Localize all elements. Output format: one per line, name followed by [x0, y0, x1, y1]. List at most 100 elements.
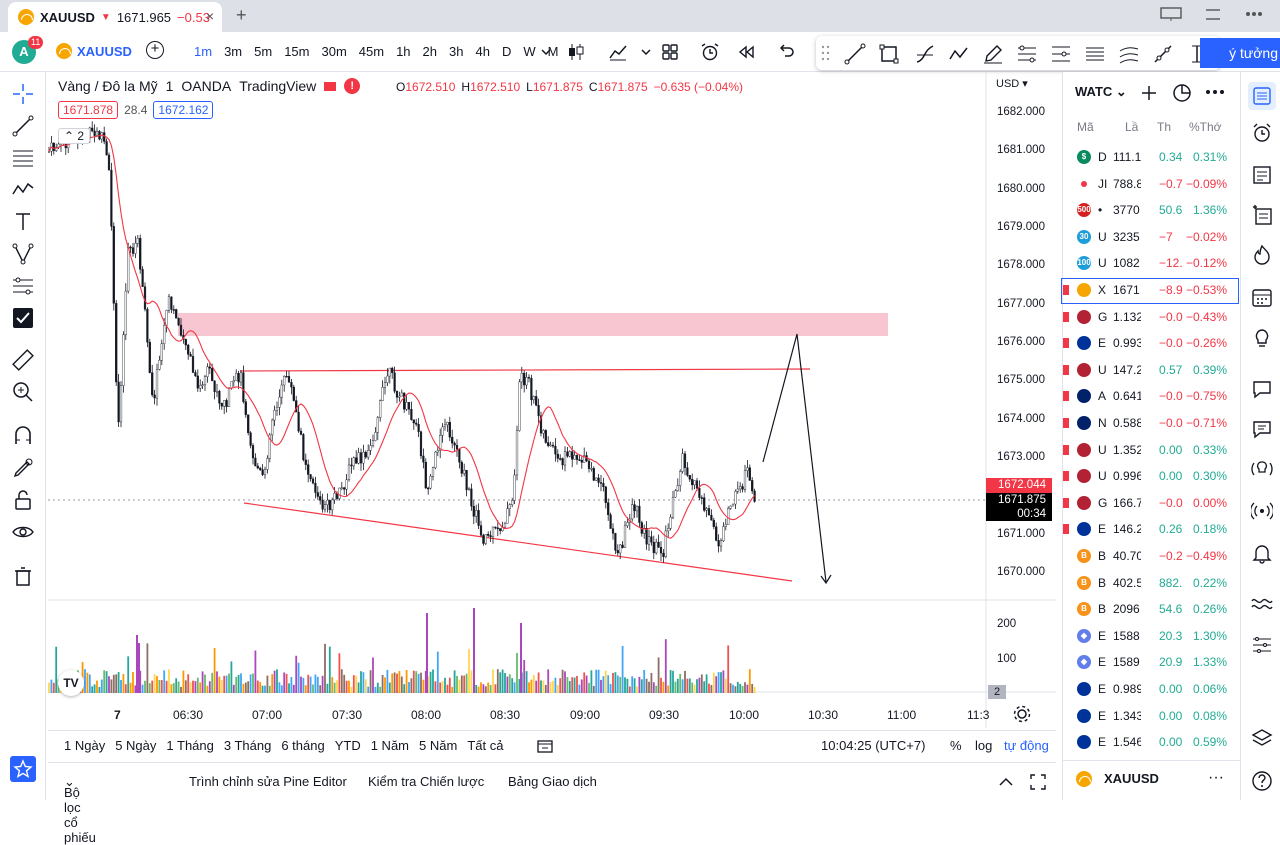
interval-15m[interactable]: 15m — [284, 44, 310, 59]
advanced-view-icon[interactable] — [1171, 82, 1193, 104]
flag-icon[interactable] — [1063, 285, 1069, 295]
projection-path[interactable] — [762, 333, 827, 583]
log-scale-toggle[interactable]: log — [975, 738, 993, 753]
watchlist-row[interactable]: E 146.2 0.26 0.18% — [1063, 516, 1241, 542]
warning-icon[interactable]: ! — [344, 78, 361, 94]
checkbox-icon[interactable] — [11, 306, 35, 330]
tab-stock-screener[interactable]: Bộ lọc cổ phiếu ⌄ — [64, 774, 96, 845]
interval-3h[interactable]: 3h — [449, 44, 464, 59]
range-1d[interactable]: 1 Ngày — [64, 738, 106, 753]
col-change-pct[interactable]: %Thớ — [1189, 120, 1222, 134]
price-chart[interactable] — [48, 72, 1056, 728]
line-tool-icon[interactable] — [11, 114, 35, 138]
broadcast-icon[interactable] — [1251, 500, 1273, 522]
zoom-icon[interactable] — [11, 380, 35, 404]
range-5d[interactable]: 5 Ngày — [115, 738, 157, 753]
range-ytd[interactable]: YTD — [334, 738, 361, 753]
watchlist-row[interactable]: E 1.546 0.00 0.59% — [1063, 729, 1241, 755]
tab-trading-panel[interactable]: Bảng Giao dịch — [508, 774, 597, 789]
regression-icon[interactable] — [1118, 43, 1140, 65]
brush-icon[interactable] — [914, 43, 936, 65]
watchlist-row[interactable]: 100 U 1082 −12. −0.12% — [1063, 250, 1241, 276]
publish-idea-button[interactable]: ý tưởng — [1200, 38, 1280, 68]
layers-icon[interactable] — [1251, 728, 1273, 750]
maximize-icon[interactable] — [1030, 774, 1046, 790]
indicators-icon[interactable] — [608, 42, 628, 62]
chevron-up-icon[interactable] — [998, 775, 1014, 789]
percent-scale-toggle[interactable]: % — [950, 738, 962, 753]
interval-m[interactable]: M — [547, 44, 559, 59]
buy-button[interactable]: 1672.162 — [153, 101, 214, 119]
pattern-tool-icon[interactable] — [11, 178, 35, 202]
watchlist-row[interactable]: 500 • 3770 50.6 1.36% — [1063, 197, 1241, 223]
range-6m[interactable]: 6 tháng — [281, 738, 325, 753]
stay-drawing-icon[interactable] — [11, 456, 35, 480]
tab-strategy-tester[interactable]: Kiểm tra Chiến lược — [368, 774, 485, 789]
watchlist-row[interactable]: JI 788.8 −0.7 −0.09% — [1063, 171, 1241, 197]
watchlist-row[interactable]: E 0.989 0.00 0.06% — [1063, 676, 1241, 702]
alert-icon[interactable] — [700, 42, 720, 62]
indicator-wave-icon[interactable] — [1251, 592, 1273, 614]
highlighter-icon[interactable] — [982, 43, 1004, 65]
watchlist-row[interactable]: X 1671 −8.9 −0.53% — [1063, 277, 1241, 303]
notifications-bell-icon[interactable] — [1251, 542, 1273, 564]
interval-1h[interactable]: 1h — [396, 44, 411, 59]
rectangle-icon[interactable] — [878, 43, 900, 65]
watchlist-row[interactable]: ◆ E 1589 20.9 1.33% — [1063, 649, 1241, 675]
add-list-icon[interactable] — [1251, 204, 1273, 226]
parallel-lines-icon[interactable] — [1084, 43, 1106, 65]
symbol-title[interactable]: Vàng / Đô la Mỹ — [58, 78, 158, 94]
chat-icon[interactable] — [1251, 378, 1273, 400]
currency-selector[interactable]: USD ▾ — [996, 78, 1028, 90]
range-5y[interactable]: 5 Năm — [419, 738, 458, 753]
supply-zone[interactable] — [178, 313, 888, 336]
candles-icon[interactable] — [566, 42, 586, 62]
new-tab-button[interactable]: + — [236, 5, 247, 25]
flag-icon[interactable] — [1063, 364, 1069, 375]
undo-icon[interactable] — [776, 42, 796, 62]
alarm-clock-icon[interactable] — [1251, 122, 1273, 144]
close-tab-icon[interactable]: × — [205, 8, 214, 24]
resistance-line[interactable] — [239, 368, 811, 372]
auto-scale-toggle[interactable]: tự động — [1004, 738, 1049, 753]
dom-icon[interactable] — [1251, 634, 1273, 656]
interval-w[interactable]: W — [523, 44, 536, 59]
col-change[interactable]: Th — [1157, 120, 1172, 134]
calendar-icon[interactable] — [1251, 286, 1273, 308]
trend-line-icon[interactable] — [844, 43, 866, 65]
flag-icon[interactable] — [1063, 391, 1069, 402]
watchlist-row[interactable]: ◆ E 1588 20.3 1.30% — [1063, 623, 1241, 649]
interval-45m[interactable]: 45m — [358, 44, 385, 59]
interval-4h[interactable]: 4h — [475, 44, 490, 59]
compare-symbol-button[interactable]: + — [146, 41, 164, 59]
watchlist-icon[interactable] — [1248, 82, 1276, 110]
watchlist-row[interactable]: G 166.7 −0.0 0.00% — [1063, 490, 1241, 516]
range-1m[interactable]: 1 Tháng — [166, 738, 214, 753]
news-icon[interactable] — [1251, 164, 1273, 186]
watchlist-row[interactable]: G 1.132 −0.0 −0.43% — [1063, 304, 1241, 330]
minimize-icon[interactable] — [1204, 6, 1222, 22]
replay-icon[interactable] — [736, 42, 756, 62]
watchlist-row[interactable]: N 0.588 −0.0 −0.71% — [1063, 410, 1241, 436]
tab-pine-editor[interactable]: Trình chỉnh sửa Pine Editor — [189, 774, 347, 789]
streams-icon[interactable] — [1251, 458, 1273, 480]
clock-timezone[interactable]: 10:04:25 (UTC+7) — [821, 738, 926, 753]
node-tool-icon[interactable] — [11, 242, 35, 266]
ideas-lightbulb-icon[interactable] — [1251, 328, 1273, 350]
col-last[interactable]: Lầ — [1125, 120, 1139, 134]
flag-icon[interactable] — [1063, 338, 1069, 349]
watchlist-row[interactable]: U 147.2 0.57 0.39% — [1063, 357, 1241, 383]
watchlist-row[interactable]: U 0.996 0.00 0.30% — [1063, 463, 1241, 489]
drag-handle-icon[interactable] — [820, 43, 832, 63]
channel-icon[interactable] — [1050, 43, 1072, 65]
watchlist-row[interactable]: E 1.343 0.00 0.08% — [1063, 703, 1241, 729]
magnet-icon[interactable] — [11, 424, 35, 448]
more-icon[interactable] — [1244, 6, 1264, 22]
watchlist-row[interactable]: U 1.352 0.00 0.33% — [1063, 437, 1241, 463]
more-icon[interactable] — [1205, 86, 1225, 98]
interval-2h[interactable]: 2h — [422, 44, 438, 59]
star-icon[interactable] — [10, 756, 36, 782]
watchlist-row[interactable]: E 0.993 −0.0 −0.26% — [1063, 330, 1241, 356]
symbol-details-header[interactable]: XAUUSD ··· — [1062, 760, 1240, 800]
hotlist-fire-icon[interactable] — [1251, 244, 1273, 266]
